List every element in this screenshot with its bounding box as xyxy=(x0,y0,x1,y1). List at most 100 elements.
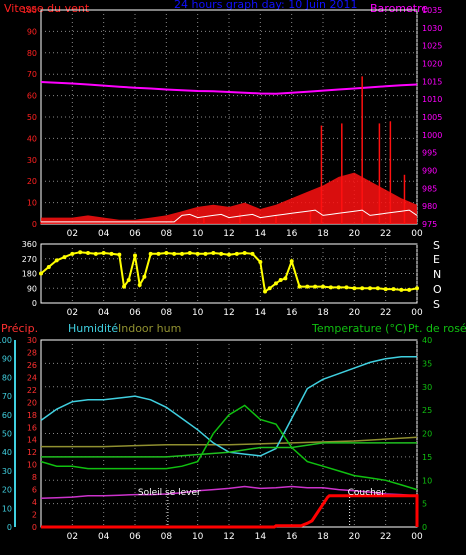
x-tick-label: 16 xyxy=(286,532,298,542)
temp-y-tick: 35 xyxy=(422,359,432,368)
direction-y-tick: 0 xyxy=(32,299,37,308)
pressure-series xyxy=(40,81,418,95)
pressure-y-tick: 1015 xyxy=(422,77,442,86)
pressure-y-tick: 985 xyxy=(422,184,437,193)
precip-y-tick: 0 xyxy=(32,523,37,532)
humidity-y-tick: 60 xyxy=(2,411,12,420)
pressure-y-tick: 1030 xyxy=(422,24,442,33)
sunrise-label: Soleil se lever xyxy=(138,488,201,498)
pressure-y-tick: 1010 xyxy=(422,95,442,104)
direction-y-tick: 180 xyxy=(22,270,37,279)
pressure-y-tick: 1000 xyxy=(422,131,442,140)
indoor-humidity-series xyxy=(41,436,418,448)
x-tick-label: 08 xyxy=(161,532,173,542)
precip-y-tick: 2 xyxy=(32,511,37,520)
x-tick-label: 06 xyxy=(129,308,141,318)
x-tick-label: 02 xyxy=(67,532,78,542)
x-tick-label: 22 xyxy=(380,308,391,318)
wind-y-tick: 50 xyxy=(27,113,37,122)
precip-y-tick: 20 xyxy=(27,398,37,407)
x-tick-label: 16 xyxy=(286,308,298,318)
dew-point-label: Pt. de rosée xyxy=(408,322,466,335)
wind-y-tick: 40 xyxy=(27,134,37,143)
direction-y-tick: 270 xyxy=(22,255,37,264)
x-tick-label: 06 xyxy=(129,532,141,542)
humidity-y-tick: 90 xyxy=(2,355,12,364)
precip-y-tick: 18 xyxy=(27,411,37,420)
humidity-y-tick: 10 xyxy=(2,504,12,513)
precip-y-tick: 12 xyxy=(27,448,37,457)
wind-y-tick: 90 xyxy=(27,27,37,36)
x-tick-label: 22 xyxy=(380,532,391,542)
temp-y-tick: 20 xyxy=(422,430,432,439)
x-tick-label: 00 xyxy=(411,532,423,542)
wind-y-tick: 10 xyxy=(27,199,37,208)
wind-y-tick: 70 xyxy=(27,70,37,79)
temp-y-tick: 15 xyxy=(422,453,432,462)
wind-y-tick: 60 xyxy=(27,92,37,101)
chart-title: 24 hours graph day: 10 Juin 2011 xyxy=(174,0,357,11)
precip-y-tick: 24 xyxy=(27,373,37,382)
x-tick-label: 02 xyxy=(67,229,78,239)
magenta-series xyxy=(40,485,418,500)
pressure-y-tick: 990 xyxy=(422,167,437,176)
compass-label: E xyxy=(433,253,440,266)
pressure-y-tick: 975 xyxy=(422,220,437,229)
precip-y-tick: 14 xyxy=(27,436,37,445)
x-tick-label: 18 xyxy=(317,308,329,318)
dew-point-series xyxy=(41,442,417,458)
wind-y-tick: 80 xyxy=(27,49,37,58)
x-tick-label: 14 xyxy=(255,229,267,239)
x-tick-label: 10 xyxy=(192,308,204,318)
x-tick-label: 12 xyxy=(223,532,234,542)
temperature-label: Temperature (°C) xyxy=(311,322,407,335)
compass-label: O xyxy=(433,283,442,296)
sunset-label: Coucher xyxy=(348,488,386,498)
x-tick-label: 20 xyxy=(349,229,361,239)
gust-overlay xyxy=(41,209,418,223)
x-tick-label: 06 xyxy=(129,229,141,239)
x-tick-label: 18 xyxy=(317,229,329,239)
temp-y-tick: 0 xyxy=(422,523,427,532)
temp-y-tick: 30 xyxy=(422,383,432,392)
precip-y-tick: 30 xyxy=(27,336,37,345)
x-tick-label: 18 xyxy=(317,532,329,542)
humidity-y-tick: 50 xyxy=(2,430,12,439)
precip-y-tick: 22 xyxy=(27,386,37,395)
x-tick-label: 04 xyxy=(98,532,110,542)
compass-label: S xyxy=(433,298,440,311)
humidity-label: Humidité xyxy=(68,322,118,335)
temp-y-tick: 40 xyxy=(422,336,432,345)
x-tick-label: 10 xyxy=(192,229,204,239)
precip-y-tick: 26 xyxy=(27,361,37,370)
humidity-y-tick: 70 xyxy=(2,392,12,401)
humidity-y-tick: 20 xyxy=(2,486,12,495)
x-tick-label: 14 xyxy=(255,308,267,318)
pressure-y-tick: 1005 xyxy=(422,113,442,122)
wind-speed-series xyxy=(41,172,417,224)
compass-label: S xyxy=(433,239,440,252)
pressure-y-tick: 1025 xyxy=(422,42,442,51)
x-tick-label: 12 xyxy=(223,229,234,239)
precip-y-tick: 4 xyxy=(32,498,37,507)
wind-y-tick: 20 xyxy=(27,177,37,186)
temp-y-tick: 10 xyxy=(422,476,432,485)
precip-y-tick: 6 xyxy=(32,486,37,495)
x-tick-label: 08 xyxy=(161,229,173,239)
x-tick-label: 10 xyxy=(192,532,204,542)
x-tick-label: 16 xyxy=(286,229,298,239)
wind-y-tick: 30 xyxy=(27,156,37,165)
temp-y-tick: 5 xyxy=(422,500,427,509)
indoor-humidity-label: Indoor hum xyxy=(118,322,181,335)
pressure-y-tick: 995 xyxy=(422,149,437,158)
temp-y-tick: 25 xyxy=(422,406,432,415)
precip-y-tick: 16 xyxy=(27,423,37,432)
x-tick-label: 20 xyxy=(349,308,361,318)
x-tick-label: 12 xyxy=(223,308,234,318)
precip-series xyxy=(41,494,419,529)
precip-y-tick: 28 xyxy=(27,348,37,357)
compass-label: N xyxy=(433,268,441,281)
x-tick-label: 00 xyxy=(411,308,423,318)
direction-y-tick: 90 xyxy=(27,284,37,293)
